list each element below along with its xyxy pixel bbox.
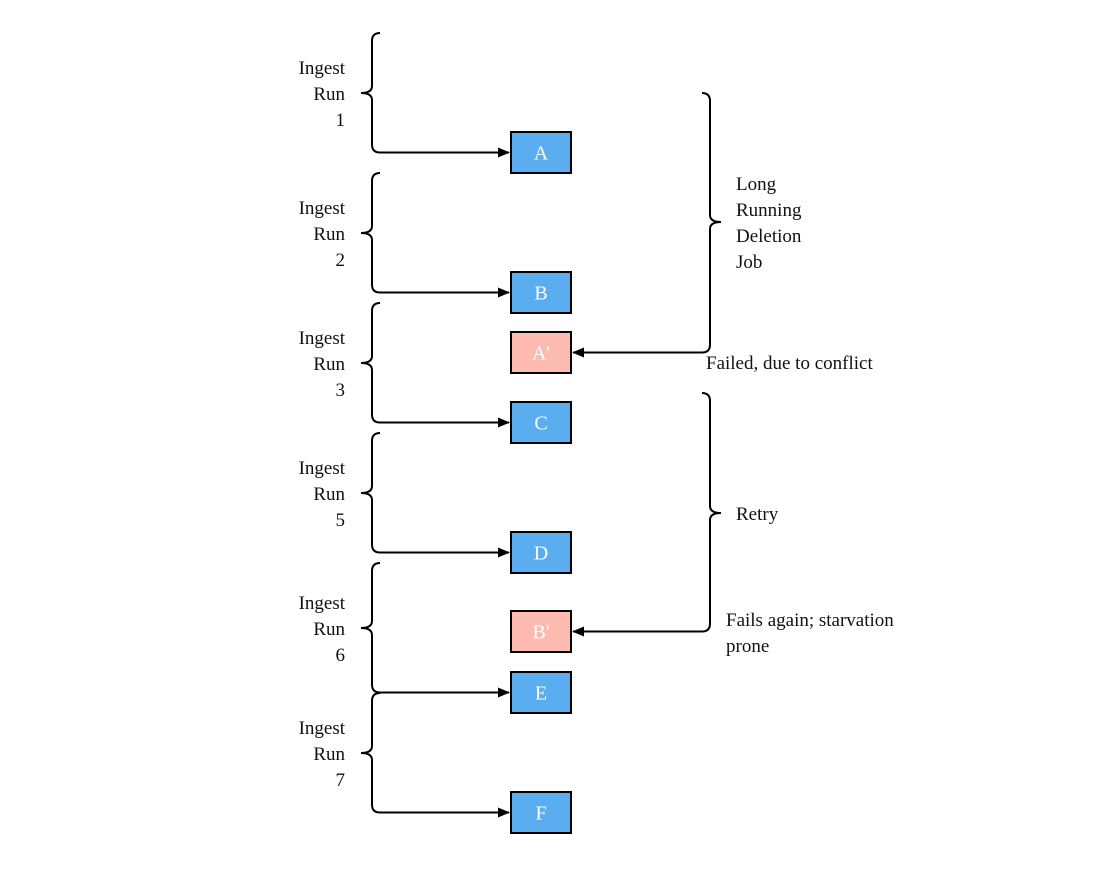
node-b: B: [510, 271, 572, 314]
ingest-run-label: Ingest: [299, 58, 346, 79]
node-label: D: [534, 543, 548, 565]
ingest-run-label: 6: [336, 645, 346, 666]
job-1: Long Running Deletion Job Failed, due to con…: [572, 92, 873, 374]
ingest-run-1: Ingest Run 1: [299, 32, 510, 158]
node-box: [510, 671, 572, 714]
ingest-run-2: Ingest Run 2: [299, 172, 510, 298]
ingest-run-label: Ingest: [299, 718, 346, 739]
ingest-run-4: Ingest Run 5: [299, 432, 510, 558]
brace-arrow: [360, 32, 510, 158]
job-outcome-label: Fails again; starvation: [726, 610, 894, 631]
node-box: [510, 531, 572, 574]
ingest-run-label: 3: [336, 380, 346, 401]
node-label: A: [534, 143, 549, 165]
job-label: Deletion: [736, 226, 802, 247]
job-outcome-label: Failed, due to conflict: [706, 353, 873, 374]
node-label: C: [534, 413, 547, 435]
ingest-run-label: Ingest: [299, 458, 346, 479]
brace-arrow: [572, 392, 722, 637]
brace-arrow: [572, 92, 722, 358]
node-label: E: [535, 683, 547, 705]
ingest-run-label: Run: [313, 354, 345, 375]
brace-arrow: [360, 432, 510, 558]
node-a: A: [510, 131, 572, 174]
node-box: [510, 401, 572, 444]
node-label: A': [532, 343, 550, 365]
brace-arrow: [360, 692, 510, 818]
node-b2: B': [510, 610, 572, 653]
node-e: E: [510, 671, 572, 714]
node-label: F: [535, 803, 546, 825]
ingest-run-label: Ingest: [299, 328, 346, 349]
node-box: [510, 791, 572, 834]
node-d: D: [510, 531, 572, 574]
job-label: Retry: [736, 504, 779, 525]
node-box: [510, 610, 572, 653]
brace-arrow: [360, 302, 510, 428]
job-label: Running: [736, 200, 802, 221]
ingest-run-label: 7: [336, 770, 346, 791]
ingest-run-label: Run: [313, 224, 345, 245]
ingest-run-label: Run: [313, 744, 345, 765]
node-box: [510, 131, 572, 174]
job-label: Long: [736, 174, 777, 195]
ingest-run-label: 2: [336, 250, 346, 271]
ingest-run-label: Ingest: [299, 198, 346, 219]
node-label: B': [533, 622, 550, 644]
node-c: C: [510, 401, 572, 444]
ingest-run-3: Ingest Run 3: [299, 302, 510, 428]
brace-arrow: [360, 562, 510, 698]
ingest-run-6: Ingest Run 7: [299, 692, 510, 818]
ingest-run-label: Run: [313, 619, 345, 640]
job-label: Job: [736, 252, 762, 273]
node-box: [510, 271, 572, 314]
job-2: Retry Fails again; starvation prone: [572, 392, 894, 657]
ingest-run-label: 1: [336, 110, 346, 131]
brace-arrow: [360, 172, 510, 298]
ingest-run-label: Run: [313, 484, 345, 505]
node-box: [510, 331, 572, 374]
ingest-run-5: Ingest Run 6: [299, 562, 510, 698]
ingest-run-label: Ingest: [299, 593, 346, 614]
ingest-run-label: Run: [313, 84, 345, 105]
node-label: B: [534, 283, 547, 305]
ingest-run-label: 5: [336, 510, 346, 531]
node-f: F: [510, 791, 572, 834]
job-outcome-label: prone: [726, 636, 769, 657]
node-a2: A': [510, 331, 572, 374]
